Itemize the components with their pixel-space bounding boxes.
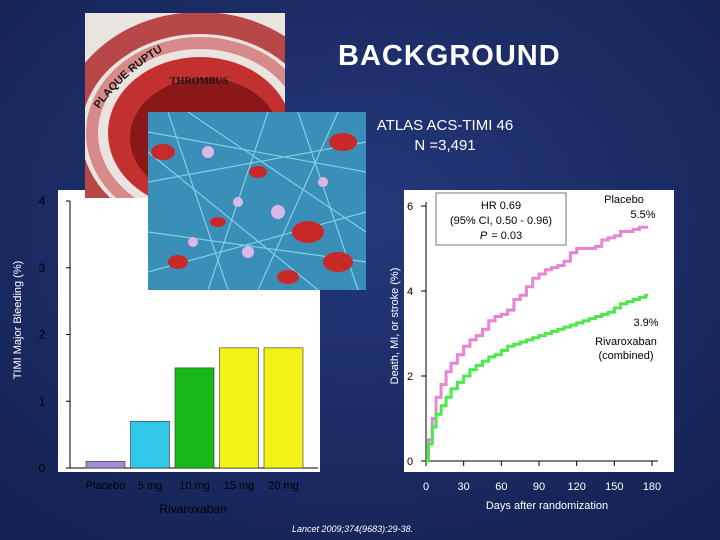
hr-annotation: HR 0.69 (95% CI, 0.50 - 0.96) P = 0.03	[435, 192, 567, 246]
trial-info: ATLAS ACS-TIMI 46 N =3,491	[330, 116, 560, 156]
hr-value: HR 0.69	[481, 200, 521, 212]
bar-chart-xlabel: Rivaroxaban	[159, 502, 226, 516]
trial-name: ATLAS ACS-TIMI 46	[376, 117, 514, 134]
line-chart-xlabel: Days after randomization	[486, 500, 608, 512]
line-x-tick-label: 30	[458, 481, 470, 493]
bar-category-label: 5 mg	[138, 480, 162, 492]
rivaroxaban-end-value: 3.9%	[633, 317, 658, 329]
bar-y-tick-label: 1	[39, 394, 46, 408]
bar-y-tick-label: 3	[39, 261, 46, 275]
line-y-tick-label: 2	[407, 371, 413, 383]
bar	[130, 420, 170, 469]
line-chart-ylabel: Death, MI, or stroke (%)	[389, 268, 401, 385]
bar-category-label: Placebo	[86, 480, 126, 492]
rivaroxaban-series-label: Rivaroxaban	[595, 336, 657, 348]
bar-category-label: 20 mg	[268, 480, 299, 492]
line-x-tick-label: 120	[567, 481, 585, 493]
line-y-tick-label: 4	[407, 286, 413, 298]
bar	[85, 461, 126, 469]
bar-value-label: 0.1	[98, 445, 113, 457]
bar-category-label: 15 mg	[224, 480, 255, 492]
citation: Lancet 2009;374(9683):29-38.	[292, 524, 414, 534]
bar-chart-ylabel: TIMI Major Bleeding (%)	[12, 261, 24, 380]
line-y-tick-label: 6	[407, 201, 413, 213]
hr-ci: (95% CI, 0.50 - 0.96)	[450, 215, 552, 227]
placebo-series-label: Placebo	[604, 194, 644, 206]
bar	[174, 367, 215, 469]
line-x-tick-label: 180	[643, 481, 661, 493]
rivaroxaban-series-sublabel: (combined)	[598, 350, 653, 362]
plaque-rupture-label: PLAQUE RUPTURE	[85, 13, 164, 111]
bar-y-tick-label: 2	[39, 328, 46, 342]
bar-value-label: 1.8	[231, 332, 246, 344]
bar-value-label: 0.7	[142, 405, 157, 417]
bar	[219, 347, 259, 469]
bar	[263, 347, 304, 469]
line-x-tick-label: 60	[495, 481, 507, 493]
line-y-tick-label: 0	[407, 456, 413, 468]
placebo-end-value: 5.5%	[630, 209, 655, 221]
trial-n: N =3,491	[414, 137, 476, 154]
slide-title: BACKGROUND	[338, 40, 561, 72]
thrombus-label: THROMBUS	[170, 76, 229, 87]
line-x-tick-label: 150	[605, 481, 623, 493]
bar-y-tick-label: 4	[39, 194, 46, 208]
bar-value-label: 1.5	[187, 352, 202, 364]
rivaroxaban-line	[426, 293, 649, 463]
bar-value-label: 1.8	[276, 332, 291, 344]
line-x-tick-label: 0	[423, 481, 429, 493]
placebo-line	[426, 225, 649, 463]
thrombus-micrograph-image	[148, 112, 366, 290]
bar-category-label: 10 mg	[179, 480, 210, 492]
line-x-tick-label: 90	[533, 481, 545, 493]
bar-y-tick-label: 0	[39, 461, 46, 475]
hr-p: P = 0.03	[480, 230, 522, 242]
